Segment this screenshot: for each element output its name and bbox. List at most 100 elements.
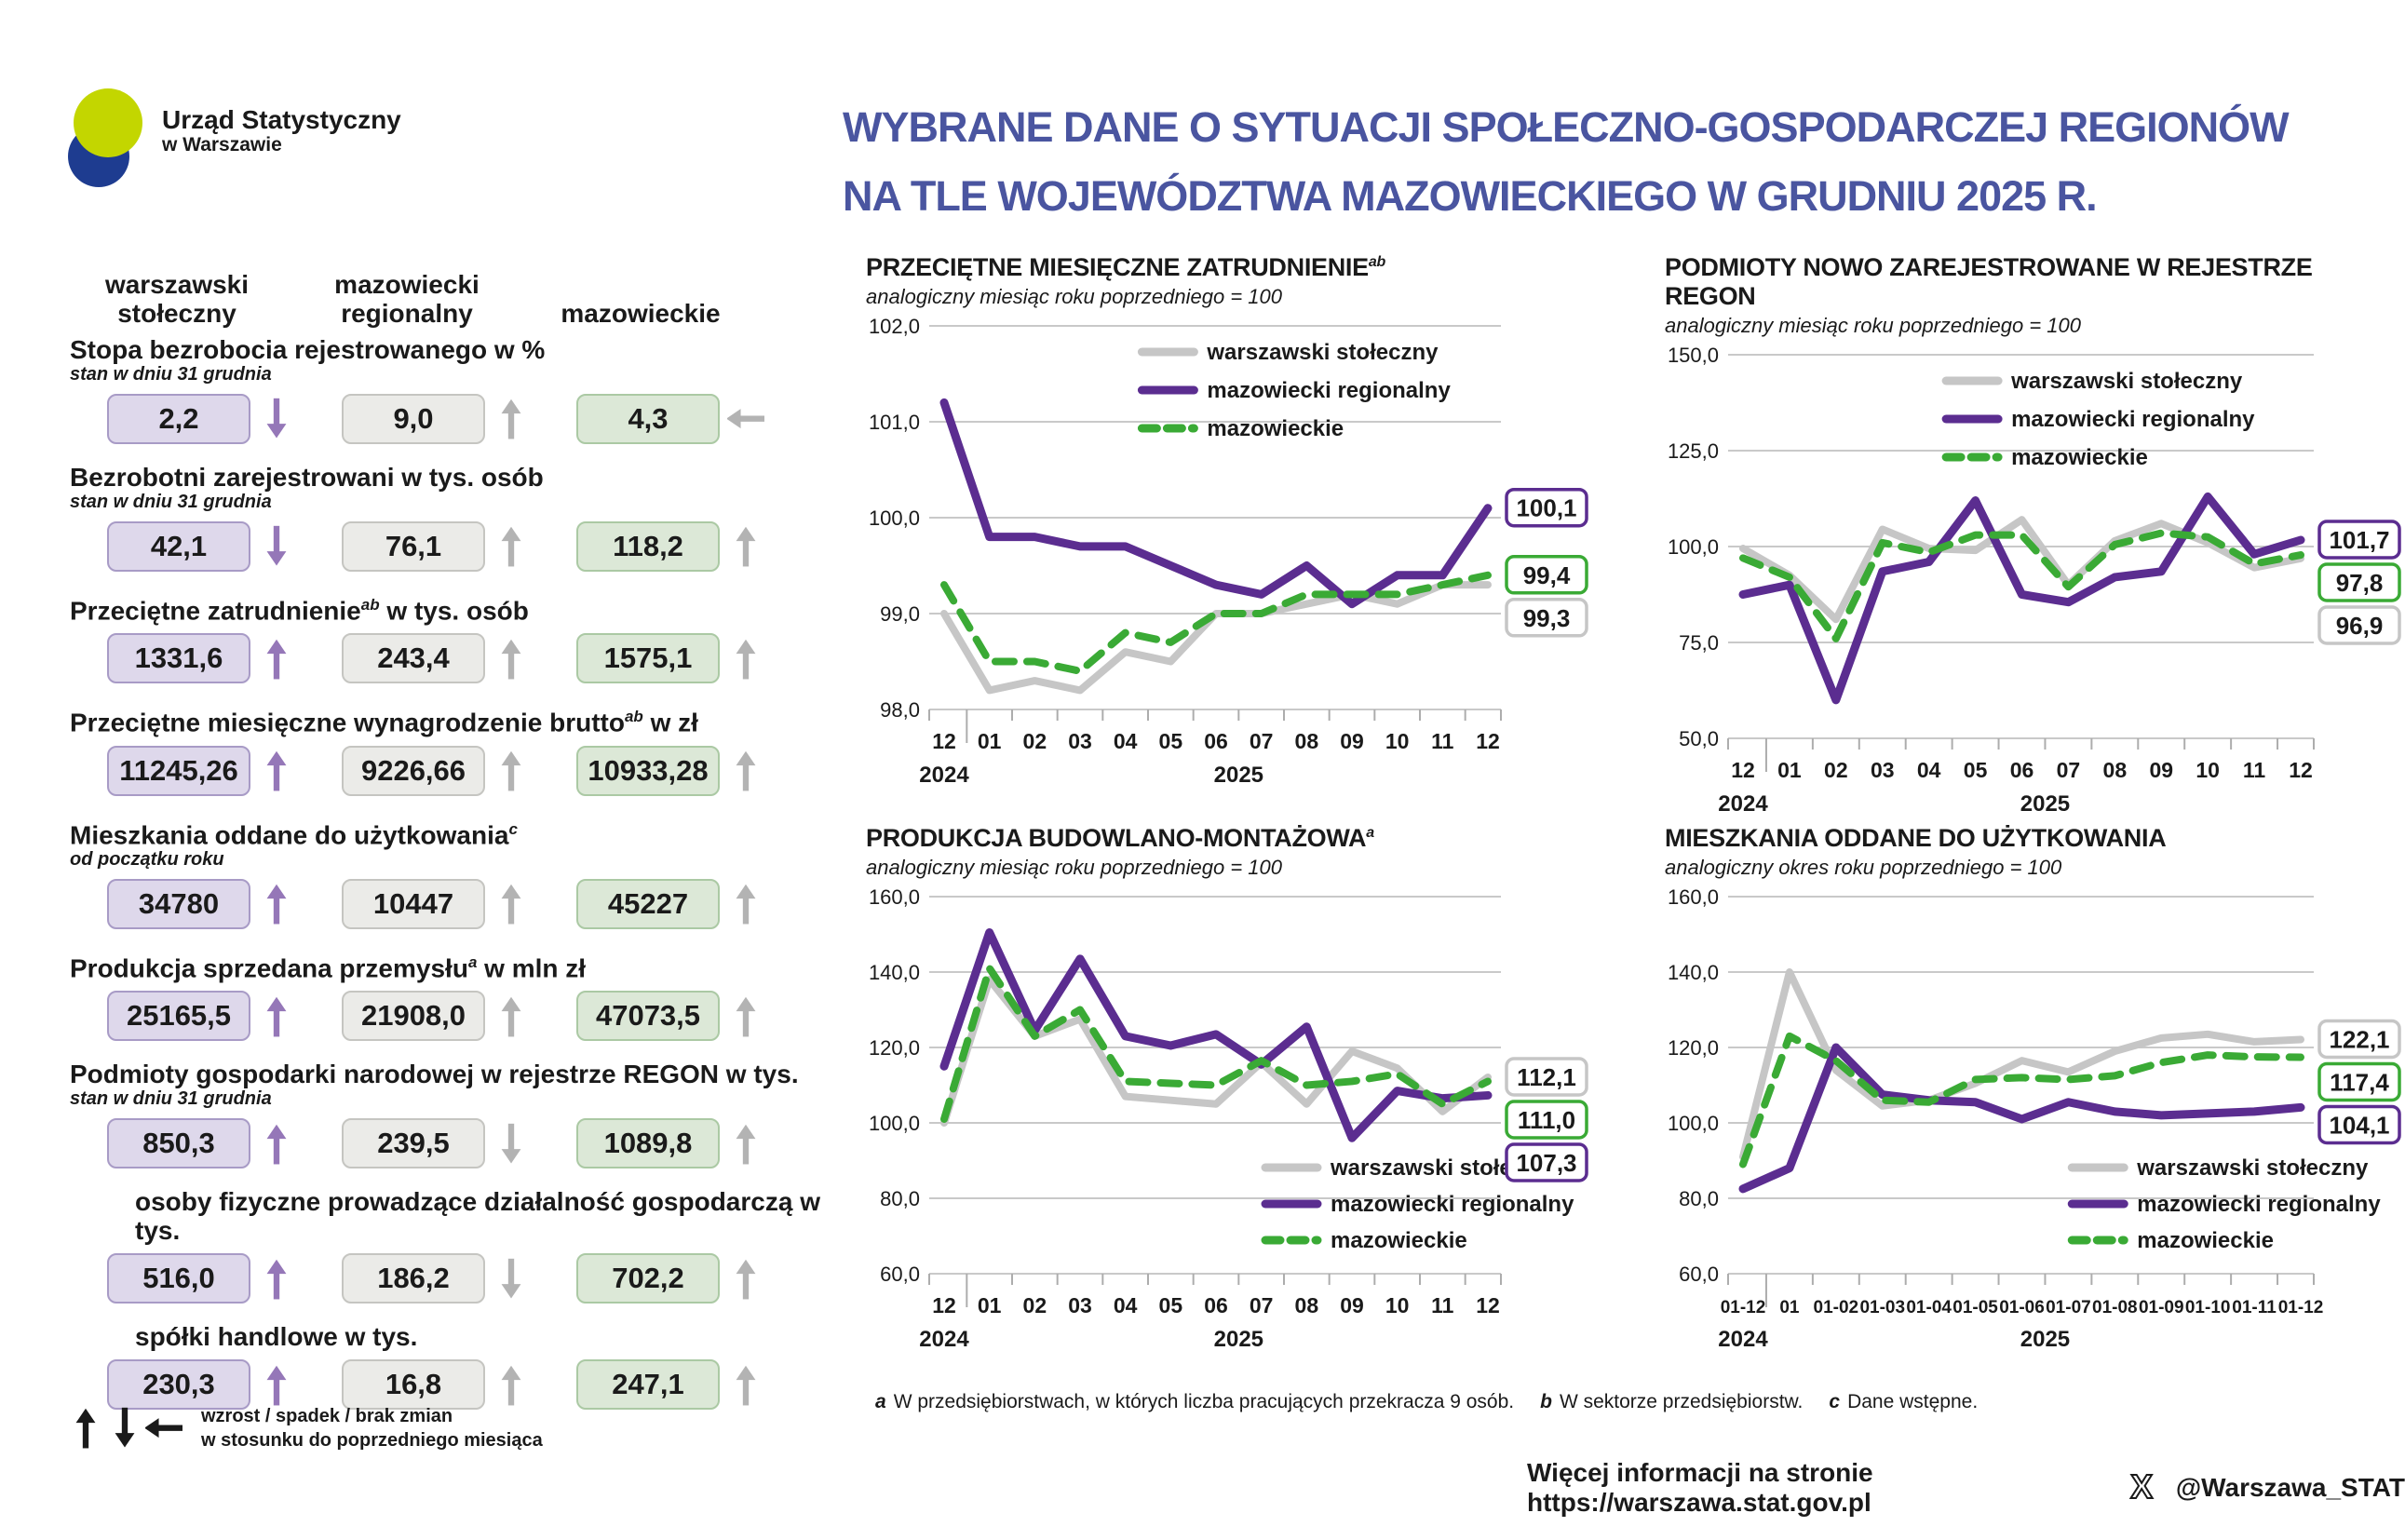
svg-text:01-07: 01-07 bbox=[2046, 1298, 2091, 1317]
svg-text:02: 02 bbox=[1824, 758, 1848, 782]
trend-arrow bbox=[250, 637, 303, 681]
trend-arrow bbox=[250, 1257, 303, 1301]
value-box: 118,2 bbox=[576, 521, 720, 572]
value-box: 10933,28 bbox=[576, 745, 720, 796]
up-arrow-icon bbox=[75, 1409, 96, 1449]
trend-arrow bbox=[485, 1363, 537, 1407]
indicator-sublabel: stan w dniu 31 grudnia bbox=[70, 492, 272, 512]
column-header-mazowiecki-regionalny: mazowiecki regionalny bbox=[334, 270, 480, 328]
indicator-row: Stopa bezrobocia rejestrowanego w % stan … bbox=[70, 335, 833, 444]
svg-text:125,0: 125,0 bbox=[1668, 439, 1719, 463]
indicator-footnote-marker: c bbox=[508, 819, 518, 838]
end-value-label: 104,1 bbox=[2329, 1111, 2389, 1139]
svg-text:02: 02 bbox=[1023, 1293, 1047, 1317]
trend-arrow bbox=[720, 882, 772, 925]
trend-arrow bbox=[720, 994, 772, 1038]
end-value-label: 100,1 bbox=[1516, 494, 1576, 522]
value-box: 239,5 bbox=[342, 1118, 485, 1169]
office-logo: Urząd Statystyczny w Warszawie bbox=[63, 86, 401, 194]
indicator-values: 230,3 16,8 247,1 bbox=[107, 1359, 833, 1411]
up-arrow-icon bbox=[736, 885, 756, 925]
indicator-values: 1331,6 243,4 1575,1 bbox=[107, 633, 833, 684]
chart-plot: 60,0 80,0 100,0 120,0 140,0 160,0 12 01 02 03 04 05… bbox=[869, 885, 1588, 1352]
up-arrow-icon bbox=[501, 1365, 521, 1406]
indicator-values: 850,3 239,5 1089,8 bbox=[107, 1118, 833, 1169]
series-green bbox=[940, 964, 1492, 1123]
down-arrow-icon bbox=[115, 1408, 135, 1448]
trend-arrow bbox=[485, 637, 537, 681]
indicator-row: Produkcja sprzedana przemysłua w mln zł 2… bbox=[70, 948, 833, 1042]
value-box: 10447 bbox=[342, 878, 485, 929]
legend-label-green: mazowieckie bbox=[2011, 445, 2148, 470]
trend-arrow bbox=[485, 524, 537, 568]
footer-info-text: Więcej informacji na stronie https://war… bbox=[1527, 1458, 1873, 1517]
up-arrow-icon bbox=[736, 996, 756, 1037]
end-value-label: 101,7 bbox=[2329, 526, 2389, 554]
indicator-values: 11245,26 9226,66 10933,28 bbox=[107, 745, 833, 796]
indicator-label: Podmioty gospodarki narodowej w rejestrz… bbox=[70, 1060, 799, 1089]
svg-text:07: 07 bbox=[1250, 729, 1274, 753]
series-gray bbox=[1739, 968, 2304, 1161]
end-value-label: 112,1 bbox=[1517, 1063, 1576, 1091]
svg-text:12: 12 bbox=[1476, 729, 1500, 753]
up-arrow-icon bbox=[501, 750, 521, 791]
up-arrow-icon bbox=[501, 885, 521, 925]
legend-label-green: mazowieckie bbox=[1331, 1228, 1467, 1253]
up-arrow-icon bbox=[736, 1124, 756, 1165]
legend-label-purple: mazowiecki regionalny bbox=[1331, 1192, 1574, 1217]
trend-arrow bbox=[720, 637, 772, 681]
svg-text:2025: 2025 bbox=[2020, 791, 2070, 817]
svg-text:01-05: 01-05 bbox=[1952, 1298, 1998, 1317]
svg-text:150,0: 150,0 bbox=[1668, 344, 1719, 367]
indicator-sublabel: stan w dniu 31 grudnia bbox=[70, 1088, 272, 1110]
value-box: 45227 bbox=[576, 878, 720, 929]
value-box: 11245,26 bbox=[107, 745, 250, 796]
svg-text:140,0: 140,0 bbox=[869, 961, 920, 984]
indicator-table: Stopa bezrobocia rejestrowanego w % stan … bbox=[70, 335, 833, 1428]
indicator-footnote-marker: ab bbox=[624, 708, 643, 726]
svg-text:140,0: 140,0 bbox=[1668, 961, 1719, 984]
chart-title: PRODUKCJA BUDOWLANO-MONTAŻOWAa bbox=[866, 824, 1374, 852]
footer: Więcej informacji na stronie https://war… bbox=[1527, 1458, 2405, 1518]
arrows-legend-icons bbox=[67, 1406, 182, 1450]
trend-arrow bbox=[250, 1363, 303, 1407]
arrows-legend: wzrost / spadek / brak zmian w stosunku … bbox=[67, 1404, 543, 1452]
footnote-marker: a bbox=[875, 1391, 886, 1412]
footnote-marker: c bbox=[1829, 1391, 1841, 1412]
value-box: 702,2 bbox=[576, 1253, 720, 1304]
svg-text:09: 09 bbox=[2149, 758, 2173, 782]
indicator-row: Mieszkania oddane do użytkowaniac od pocz… bbox=[70, 815, 833, 929]
svg-text:01-12: 01-12 bbox=[1721, 1298, 1766, 1317]
svg-text:03: 03 bbox=[1068, 729, 1092, 753]
indicator-values: 34780 10447 45227 bbox=[107, 878, 833, 929]
svg-text:01: 01 bbox=[1777, 758, 1802, 782]
up-arrow-icon bbox=[266, 885, 287, 925]
chart-plot: 98,0 99,0 100,0 101,0 102,0 12 01 02 03 04 05 06 07 0… bbox=[869, 315, 1588, 788]
legend-label-green: mazowieckie bbox=[1207, 416, 1344, 441]
trend-arrow bbox=[720, 397, 772, 440]
trend-arrow bbox=[250, 882, 303, 925]
footer-social-handle: @Warszawa_STAT bbox=[2175, 1473, 2405, 1502]
svg-text:2025: 2025 bbox=[2020, 1327, 2070, 1352]
svg-text:2024: 2024 bbox=[1718, 1327, 1768, 1352]
value-box: 47073,5 bbox=[576, 991, 720, 1042]
footnote: c Dane wstępne. bbox=[1829, 1391, 1979, 1412]
up-arrow-icon bbox=[501, 527, 521, 567]
value-box: 4,3 bbox=[576, 394, 720, 444]
up-arrow-icon bbox=[736, 1259, 756, 1300]
end-value-label: 122,1 bbox=[2329, 1025, 2389, 1053]
left-arrow-icon bbox=[145, 1418, 182, 1439]
svg-text:06: 06 bbox=[2010, 758, 2034, 782]
svg-text:01: 01 bbox=[978, 1293, 1002, 1317]
svg-text:80,0: 80,0 bbox=[880, 1187, 920, 1210]
value-box: 9,0 bbox=[342, 394, 485, 444]
value-box: 42,1 bbox=[107, 521, 250, 572]
legend-label-gray: warszawski stołeczny bbox=[1206, 340, 1439, 365]
trend-arrow bbox=[250, 1122, 303, 1166]
trend-arrow bbox=[485, 397, 537, 440]
trend-arrow bbox=[250, 397, 303, 440]
logo-org-name: Urząd Statystyczny bbox=[162, 105, 401, 134]
svg-text:12: 12 bbox=[932, 1293, 956, 1317]
svg-text:04: 04 bbox=[1917, 758, 1941, 782]
